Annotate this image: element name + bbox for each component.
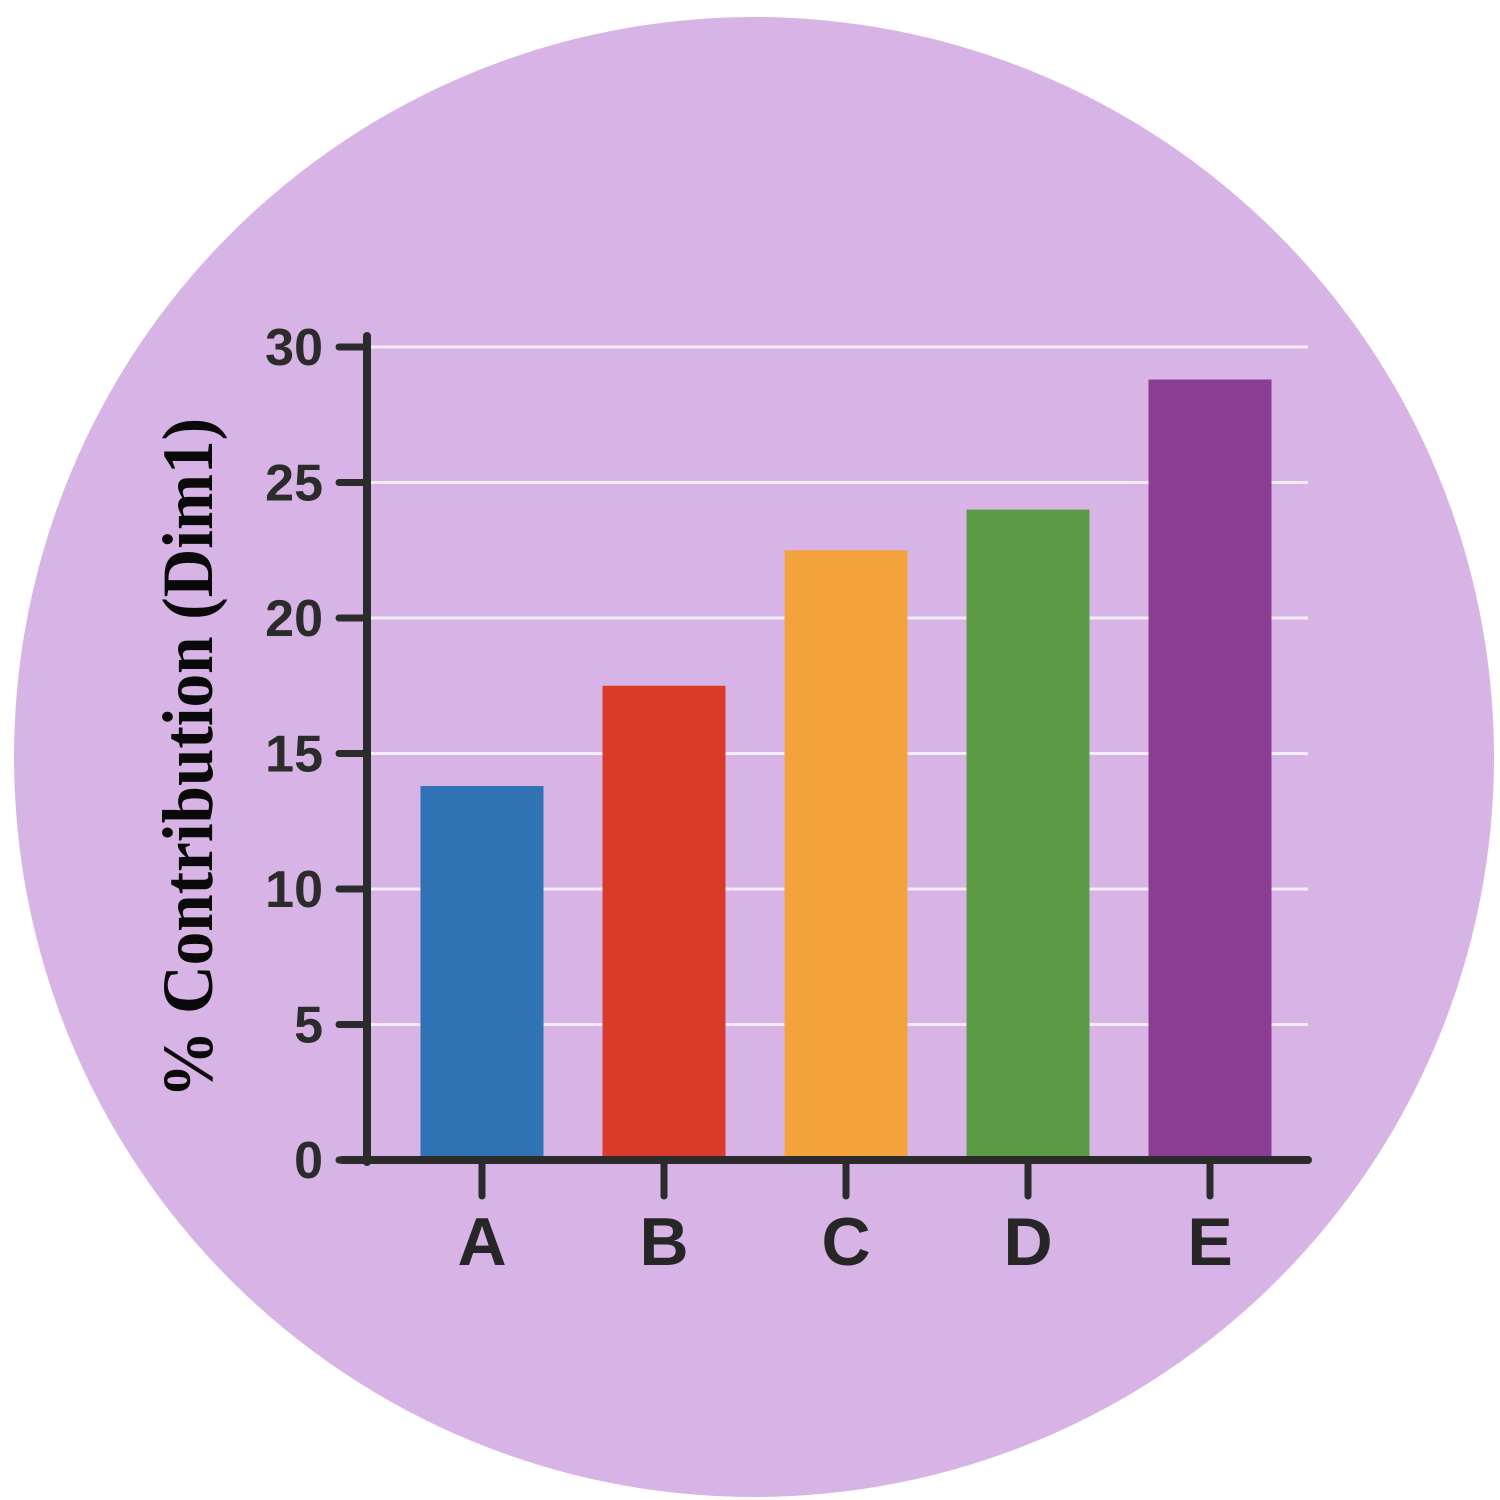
y-axis-title: % Contribution (Dim1) bbox=[148, 418, 228, 1098]
bar-A bbox=[420, 786, 544, 1160]
bar-B bbox=[602, 685, 726, 1160]
y-tick-label-30: 30 bbox=[265, 319, 323, 377]
x-tick-label-B: B bbox=[639, 1204, 688, 1280]
x-tick-label-C: C bbox=[821, 1204, 870, 1280]
x-axis-tick-labels: A B C D E bbox=[457, 1204, 1232, 1280]
y-tick-label-0: 0 bbox=[294, 1132, 323, 1190]
bar-C bbox=[784, 550, 908, 1160]
y-tick-label-10: 10 bbox=[265, 861, 323, 919]
bar-D bbox=[966, 509, 1090, 1161]
y-axis-tick-labels: 0 5 10 15 20 25 30 bbox=[265, 319, 323, 1190]
x-tick-label-A: A bbox=[457, 1204, 506, 1280]
x-tick-label-E: E bbox=[1187, 1204, 1232, 1280]
y-tick-label-5: 5 bbox=[294, 997, 323, 1055]
x-tick-label-D: D bbox=[1003, 1204, 1052, 1280]
y-tick-label-25: 25 bbox=[265, 455, 323, 513]
x-axis-ticks bbox=[478, 1160, 1214, 1200]
bar-E bbox=[1148, 379, 1272, 1160]
y-tick-label-15: 15 bbox=[265, 726, 323, 784]
bars bbox=[420, 379, 1272, 1161]
y-tick-label-20: 20 bbox=[265, 590, 323, 648]
y-axis-ticks bbox=[335, 343, 371, 1164]
